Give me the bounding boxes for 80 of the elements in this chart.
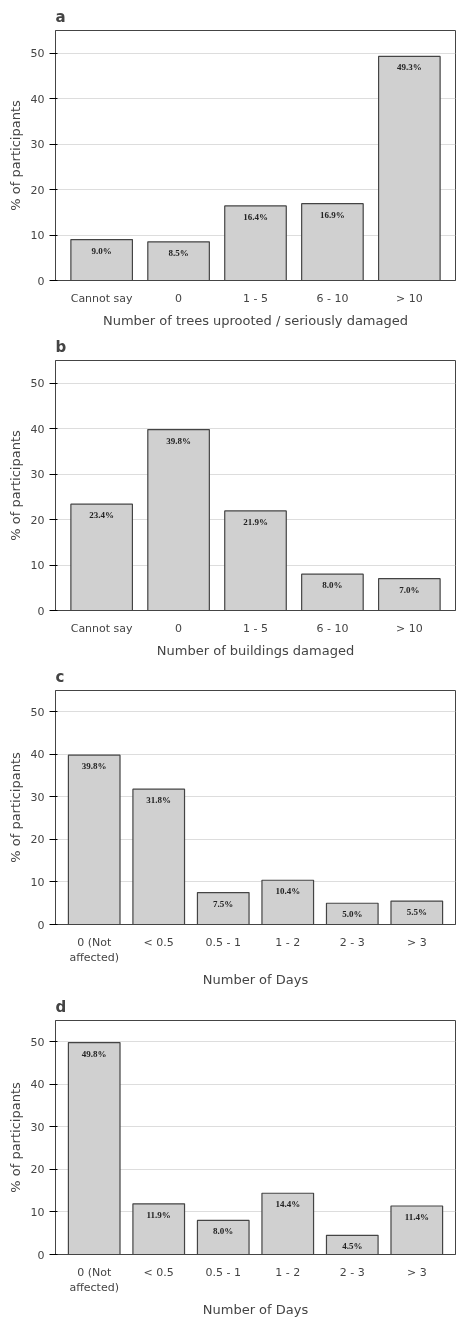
x-tick-label: 1 - 5 <box>243 291 268 305</box>
x-tick-label: > 10 <box>395 621 423 635</box>
data-label: 8.0% <box>322 580 343 591</box>
y-tick-label: 10 <box>30 1205 45 1219</box>
y-tick-label: 40 <box>30 422 45 436</box>
data-label: 23.4% <box>89 510 115 521</box>
x-axis-title: Number of Days <box>202 972 309 988</box>
x-tick-label: 0 (Not affected) <box>69 935 119 965</box>
x-tick-label: < 0.5 <box>143 1265 174 1279</box>
x-tick-label: 1 - 2 <box>275 935 301 949</box>
x-tick-label: 2 - 3 <box>339 1265 365 1279</box>
y-tick-label: 40 <box>30 748 45 762</box>
x-axis-title: Number of buildings damaged <box>156 642 355 658</box>
y-tick-label: 10 <box>30 559 45 573</box>
data-label: 4.5% <box>342 1241 363 1252</box>
y-tick-label: 0 <box>37 918 45 932</box>
data-label: 49.8% <box>81 1048 107 1059</box>
x-tick-label: 0.5 - 1 <box>205 1265 241 1279</box>
x-tick-label: Cannot say <box>70 291 134 305</box>
y-tick-label: 10 <box>30 229 45 243</box>
data-label: 11.9% <box>146 1209 171 1220</box>
y-axis-title: % of participants <box>7 752 23 863</box>
x-axis-title: Number of Days <box>202 1302 309 1318</box>
x-tick-label: Cannot say <box>70 621 134 635</box>
data-label: 10.4% <box>275 886 301 897</box>
data-label: 16.9% <box>320 209 345 220</box>
y-tick-label: 50 <box>30 377 45 391</box>
chart-title: b <box>55 337 67 356</box>
x-tick-label: > 3 <box>406 935 427 949</box>
data-label: 9.0% <box>91 245 112 256</box>
y-tick-label: 40 <box>30 92 45 106</box>
chart-title: d <box>55 997 67 1016</box>
x-tick-label: 1 - 5 <box>243 621 268 635</box>
data-label: 16.4% <box>243 211 268 222</box>
y-tick-label: 20 <box>30 1163 45 1177</box>
x-tick-label: 6 - 10 <box>316 621 349 635</box>
x-tick-label: 2 - 3 <box>339 935 365 949</box>
x-tick-label: > 3 <box>406 1265 427 1279</box>
y-tick-label: 50 <box>30 47 45 61</box>
y-tick-label: 40 <box>30 1078 45 1092</box>
x-tick-label: > 10 <box>395 291 423 305</box>
data-label: 5.5% <box>406 907 427 918</box>
data-label: 8.5% <box>168 247 189 258</box>
chart-title: a <box>55 7 66 26</box>
data-label: 21.9% <box>243 516 268 527</box>
data-label: 49.3% <box>396 62 422 73</box>
y-tick-label: 20 <box>30 833 45 847</box>
data-label: 14.4% <box>275 1199 301 1210</box>
y-axis-title: % of participants <box>7 100 23 211</box>
data-label: 8.0% <box>213 1226 234 1237</box>
x-tick-label: 0 (Not affected) <box>69 1265 119 1295</box>
data-label: 5.0% <box>342 909 363 920</box>
data-label: 31.8% <box>146 795 172 806</box>
y-tick-label: 30 <box>30 790 45 804</box>
y-tick-label: 0 <box>37 604 45 618</box>
chart-title: c <box>55 667 65 686</box>
y-tick-label: 0 <box>37 274 45 288</box>
x-tick-label: 0 <box>175 291 183 305</box>
data-label: 39.8% <box>166 435 191 446</box>
data-label: 7.5% <box>213 898 234 909</box>
y-tick-label: 0 <box>37 1248 45 1262</box>
data-label: 39.8% <box>81 761 107 772</box>
x-tick-label: 0.5 - 1 <box>205 935 241 949</box>
x-tick-label: 0 <box>175 621 183 635</box>
y-tick-label: 30 <box>30 138 45 152</box>
y-tick-label: 20 <box>30 183 45 197</box>
y-tick-label: 30 <box>30 468 45 482</box>
y-tick-label: 20 <box>30 513 45 527</box>
y-axis-title: % of participants <box>7 1082 23 1193</box>
x-tick-label: < 0.5 <box>143 935 174 949</box>
y-tick-label: 50 <box>30 1035 45 1049</box>
y-axis-title: % of participants <box>7 430 23 541</box>
x-tick-label: 6 - 10 <box>316 291 349 305</box>
data-label: 11.4% <box>404 1212 429 1222</box>
y-tick-label: 50 <box>30 705 45 719</box>
y-tick-label: 10 <box>30 875 45 889</box>
data-label: 7.0% <box>399 584 420 595</box>
x-tick-label: 1 - 2 <box>275 1265 301 1279</box>
x-axis-title: Number of trees uprooted / seriously damaged <box>103 312 409 328</box>
y-tick-label: 30 <box>30 1120 45 1134</box>
